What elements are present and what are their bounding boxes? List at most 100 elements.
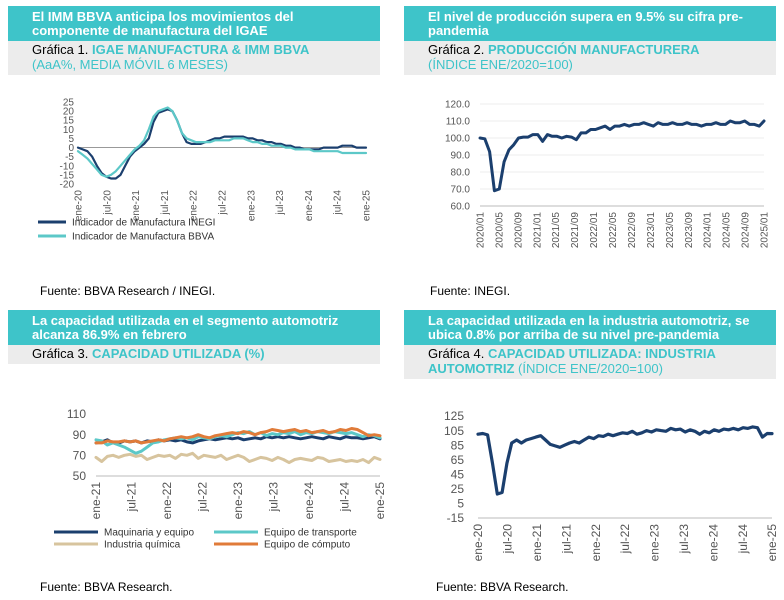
chart-capacidad: 110 90 70 50 ene-21 jul-21 ene-22 jul-22 ene-23 j… [8, 402, 387, 558]
y-tick-label: 110.0 [446, 117, 471, 128]
x-tick-label: ene-23 [246, 190, 257, 222]
x-tick-label: ene-22 [160, 482, 174, 520]
x-tick-label: 2020/09 [513, 212, 524, 249]
figure-subtitle: (AaA%, MEDIA MÓVIL 6 MESES) [32, 57, 229, 72]
x-tick-label: 2020/05 [494, 212, 505, 249]
x-tick-label: jul-23 [677, 524, 691, 555]
y-tick-label: 25 [63, 98, 75, 109]
x-tick-label: 2021/09 [570, 212, 581, 249]
y-tick-label: 5 [68, 134, 74, 145]
y-tick-label: -15 [447, 511, 465, 525]
y-tick-label: 50 [73, 469, 87, 483]
figure-caption: Gráfica 2. PRODUCCIÓN MANUFACTURERA (ÍND… [404, 41, 776, 75]
x-tick-label: jul-24 [736, 524, 750, 555]
y-tick-label: 100.0 [445, 134, 470, 145]
x-tick-label: jul-24 [333, 190, 344, 216]
series-line-2 [76, 106, 368, 178]
y-tick-label: 90 [73, 428, 87, 442]
panel-headline: La capacidad utilizada en el segmento au… [8, 310, 380, 345]
x-tick-label: 2022/01 [589, 212, 600, 249]
x-tick-label: 2025/01 [760, 212, 771, 249]
y-tick-label: 10 [63, 125, 75, 136]
x-tick-label: ene-21 [530, 524, 544, 562]
x-tick-label: ene-25 [373, 482, 387, 520]
y-tick-label: 70.0 [451, 185, 471, 196]
x-tick-label: ene-23 [231, 482, 245, 520]
y-tick-label: 70 [73, 449, 87, 463]
x-tick-label: ene-24 [304, 190, 315, 222]
x-tick-label: ene-21 [89, 482, 103, 520]
figure-caption: Gráfica 4. CAPACIDAD UTILIZADA: INDUSTRI… [404, 345, 776, 379]
x-tick-label: jul-23 [267, 482, 281, 513]
y-tick-label: 105 [444, 424, 464, 438]
x-tick-label: ene-24 [706, 524, 720, 562]
y-tick-label: 90.0 [451, 151, 471, 162]
y-tick-label: -10 [60, 161, 75, 172]
y-tick-label: 110 [67, 407, 86, 421]
chart-igae-imm: 25 20 15 10 5 0 -5 -10 -15 -20 ene-20 jul-20 ene-21 j… [8, 94, 380, 266]
figure-subtitle: (ÍNDICE ENE/2020=100) [428, 57, 573, 72]
x-tick-label: ene-22 [589, 524, 603, 562]
source-note: Fuente: BBVA Research / INEGI. [40, 284, 216, 298]
y-tick-label: -5 [65, 152, 74, 163]
legend-label: Industria química [104, 540, 181, 551]
legend-label: Equipo de cómputo [264, 540, 351, 551]
y-tick-label: 65 [451, 453, 465, 467]
x-tick-label: 2022/09 [627, 212, 638, 249]
x-tick-label: jul-23 [275, 190, 286, 216]
y-tick-label: 20 [63, 107, 75, 118]
figure-title: PRODUCCIÓN MANUFACTURERA [487, 42, 700, 57]
x-tick-label: jul-21 [559, 524, 573, 555]
figure-title: CAPACIDAD UTILIZADA (%) [91, 346, 265, 361]
source-note: Fuente: BBVA Research. [436, 580, 569, 594]
y-tick-label: -20 [60, 180, 75, 191]
legend-label: Equipo de transporte [264, 528, 357, 539]
x-tick-label: ene-20 [74, 190, 85, 222]
panel-headline: El IMM BBVA anticipa los movimientos del… [8, 6, 380, 41]
y-tick-label: 125 [444, 409, 464, 423]
y-tick-label: 15 [63, 116, 75, 127]
y-tick-label: 45 [451, 467, 465, 481]
x-tick-label: ene-25 [362, 190, 373, 222]
x-tick-label: 2023/01 [646, 212, 657, 249]
y-tick-label: 60.0 [451, 202, 471, 213]
x-tick-label: jul-20 [501, 524, 515, 555]
series-line-1 [76, 108, 368, 180]
y-tick-label: 5 [457, 497, 464, 511]
figure-caption: Gráfica 3. CAPACIDAD UTILIZADA (%) [8, 345, 380, 364]
x-tick-label: jul-22 [618, 524, 632, 555]
series-line-1 [478, 119, 766, 193]
panel-headline: El nivel de producción supera en 9.5% su… [404, 6, 776, 41]
source-note: Fuente: BBVA Research. [40, 580, 173, 594]
x-tick-label: ene-24 [302, 482, 316, 520]
x-tick-label: 2021/01 [532, 212, 543, 249]
chart-produccion: 120.0 110.0 100.0 90.0 80.0 70.0 60.0 2020/01 20… [404, 94, 776, 266]
y-tick-label: 0 [68, 143, 74, 154]
y-tick-label: 80.0 [451, 168, 471, 179]
x-tick-label: 2024/05 [722, 212, 733, 249]
chart-produccion-svg: 120.0 110.0 100.0 90.0 80.0 70.0 60.0 2020/01 20… [445, 100, 771, 249]
x-tick-label: 2021/05 [551, 212, 562, 249]
figure-subtitle: (ÍNDICE ENE/2020=100) [518, 361, 663, 376]
x-tick-label: 2022/05 [608, 212, 619, 249]
x-tick-label: jul-21 [160, 190, 171, 216]
legend-label: Indicador de Manufactura INEGI [72, 218, 215, 229]
y-tick-label: 25 [451, 482, 465, 496]
x-tick-label: jul-21 [125, 482, 139, 513]
y-tick-label: 120.0 [445, 100, 470, 111]
x-tick-label: ene-23 [648, 524, 662, 562]
panel-automotriz: La capacidad utilizada en la industria a… [404, 310, 779, 594]
chart-automotriz: 125 105 85 65 45 25 5 -15 ene-20 jul-20 ene-21 jul-… [404, 406, 779, 566]
x-tick-label: jul-22 [218, 190, 229, 216]
x-tick-label: 2023/05 [665, 212, 676, 249]
y-tick-label: -15 [60, 170, 75, 181]
y-tick-label: 85 [451, 438, 465, 452]
figure-number: Gráfica 1. [32, 42, 92, 57]
x-tick-label: 2020/01 [476, 212, 487, 249]
x-tick-label: ene-22 [189, 190, 200, 222]
x-tick-label: ene-20 [471, 524, 485, 562]
x-tick-label: 2024/01 [703, 212, 714, 249]
